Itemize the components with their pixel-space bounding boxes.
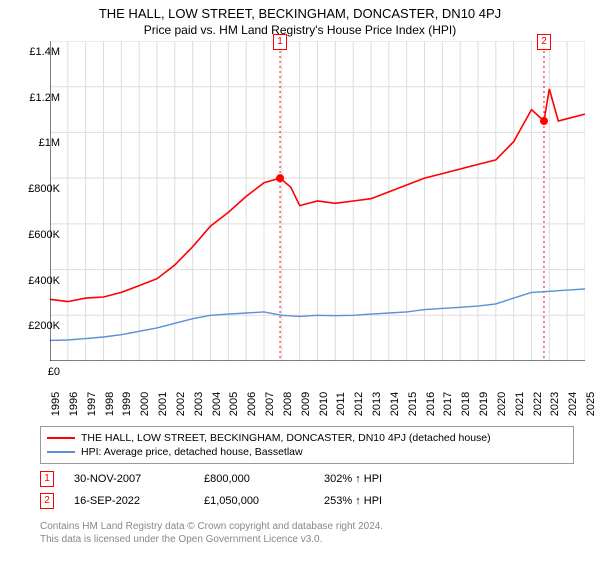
- chart-container: THE HALL, LOW STREET, BECKINGHAM, DONCAS…: [0, 6, 600, 566]
- y-axis-tick-label: £600K: [20, 229, 60, 241]
- chart-subtitle: Price paid vs. HM Land Registry's House …: [0, 23, 600, 37]
- x-axis-tick-label: 2017: [442, 392, 454, 416]
- sale-price: £1,050,000: [204, 495, 304, 507]
- y-axis-tick-label: £200K: [20, 320, 60, 332]
- sale-pct: 253% ↑ HPI: [324, 495, 434, 507]
- sale-row: 2 16-SEP-2022 £1,050,000 253% ↑ HPI: [40, 490, 560, 512]
- x-axis-tick-label: 2015: [407, 392, 419, 416]
- x-axis-tick-label: 2006: [246, 392, 258, 416]
- x-axis-tick-label: 1998: [104, 392, 116, 416]
- sale-badge: 2: [40, 493, 54, 509]
- sale-marker-badge: 2: [537, 34, 551, 50]
- y-axis-tick-label: £400K: [20, 275, 60, 287]
- legend-label: HPI: Average price, detached house, Bass…: [81, 446, 303, 458]
- sale-date: 16-SEP-2022: [74, 495, 184, 507]
- sale-date: 30-NOV-2007: [74, 473, 184, 485]
- x-axis-tick-label: 2010: [318, 392, 330, 416]
- x-axis-tick-label: 2025: [585, 392, 597, 416]
- x-axis-tick-label: 2014: [389, 392, 401, 416]
- x-axis-tick-label: 2016: [425, 392, 437, 416]
- y-axis-tick-label: £800K: [20, 183, 60, 195]
- footer-attribution: Contains HM Land Registry data © Crown c…: [40, 520, 383, 546]
- sale-price: £800,000: [204, 473, 304, 485]
- x-axis-tick-label: 2002: [175, 392, 187, 416]
- x-axis-tick-label: 2012: [353, 392, 365, 416]
- legend-item: THE HALL, LOW STREET, BECKINGHAM, DONCAS…: [47, 431, 567, 445]
- legend: THE HALL, LOW STREET, BECKINGHAM, DONCAS…: [40, 426, 574, 464]
- legend-swatch: [47, 451, 75, 453]
- sale-pct: 302% ↑ HPI: [324, 473, 434, 485]
- y-axis-tick-label: £1.4M: [20, 46, 60, 58]
- chart-title: THE HALL, LOW STREET, BECKINGHAM, DONCAS…: [0, 6, 600, 21]
- legend-item: HPI: Average price, detached house, Bass…: [47, 445, 567, 459]
- x-axis-tick-label: 1995: [50, 392, 62, 416]
- y-axis-tick-label: £1M: [20, 137, 60, 149]
- x-axis-tick-label: 2003: [193, 392, 205, 416]
- sale-row: 1 30-NOV-2007 £800,000 302% ↑ HPI: [40, 468, 560, 490]
- x-axis-tick-label: 2007: [264, 392, 276, 416]
- line-chart-svg: [50, 41, 585, 361]
- legend-label: THE HALL, LOW STREET, BECKINGHAM, DONCAS…: [81, 432, 491, 444]
- y-axis-tick-label: £1.2M: [20, 92, 60, 104]
- x-axis-tick-label: 2011: [335, 392, 347, 416]
- footer-line-2: This data is licensed under the Open Gov…: [40, 533, 383, 546]
- x-axis-tick-label: 2021: [514, 392, 526, 416]
- x-axis-tick-label: 2018: [460, 392, 472, 416]
- x-axis-tick-label: 2005: [228, 392, 240, 416]
- sales-list: 1 30-NOV-2007 £800,000 302% ↑ HPI 2 16-SEP-20…: [40, 468, 560, 512]
- x-axis-tick-label: 2024: [567, 392, 579, 416]
- x-axis-tick-label: 2009: [300, 392, 312, 416]
- x-axis-tick-label: 2013: [371, 392, 383, 416]
- sale-badge: 1: [40, 471, 54, 487]
- x-axis-tick-label: 2000: [139, 392, 151, 416]
- plot-area: [50, 41, 585, 381]
- x-axis-tick-label: 1997: [86, 392, 98, 416]
- x-axis-tick-label: 2020: [496, 392, 508, 416]
- sale-marker-badge: 1: [273, 34, 287, 50]
- footer-line-1: Contains HM Land Registry data © Crown c…: [40, 520, 383, 533]
- x-axis-tick-label: 2001: [157, 392, 169, 416]
- x-axis-tick-label: 2022: [532, 392, 544, 416]
- x-axis-tick-label: 2004: [211, 392, 223, 416]
- x-axis-tick-label: 2019: [478, 392, 490, 416]
- x-axis-tick-label: 2008: [282, 392, 294, 416]
- legend-swatch: [47, 437, 75, 439]
- x-axis-tick-label: 1996: [68, 392, 80, 416]
- x-axis-tick-label: 1999: [121, 392, 133, 416]
- y-axis-tick-label: £0: [20, 366, 60, 378]
- x-axis-tick-label: 2023: [549, 392, 561, 416]
